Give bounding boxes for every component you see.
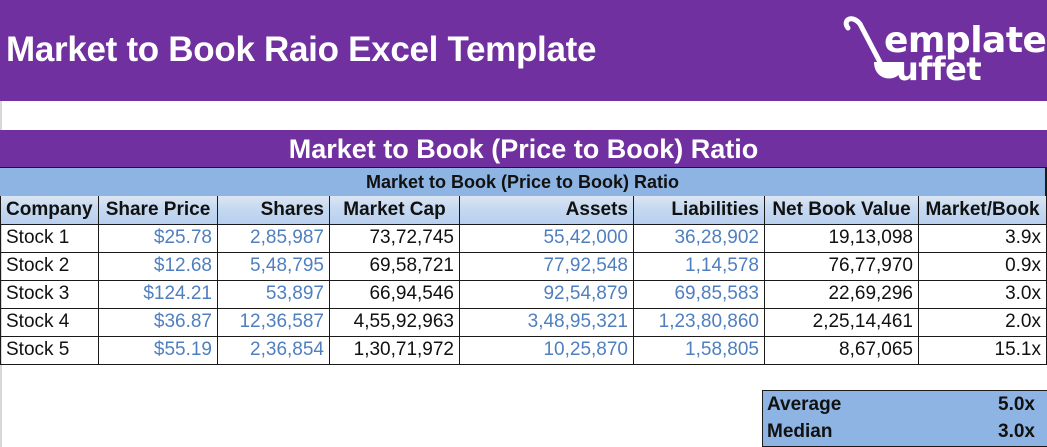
cell-share-price[interactable]: $25.78 [98, 223, 218, 253]
cell-assets[interactable]: 3,48,95,321 [459, 307, 634, 337]
col-header-liabilities[interactable]: Liabilities [633, 196, 765, 225]
cell-market-cap[interactable]: 73,72,745 [329, 223, 460, 253]
cell-shares[interactable]: 2,36,854 [217, 335, 330, 365]
average-label: Average [767, 393, 842, 415]
average-row: Average 5.0x [763, 391, 1047, 418]
cell-share-price[interactable]: $36.87 [98, 307, 218, 337]
table-row: Stock 5 $55.19 2,36,854 1,30,71,972 10,2… [0, 335, 1047, 365]
col-header-market-cap[interactable]: Market Cap [329, 196, 460, 225]
cell-market-cap[interactable]: 1,30,71,972 [329, 335, 460, 365]
cell-assets[interactable]: 92,54,879 [459, 279, 634, 309]
cell-net-book-value[interactable]: 22,69,296 [764, 279, 919, 309]
cell-net-book-value[interactable]: 8,67,065 [764, 335, 919, 365]
col-header-company[interactable]: Company [0, 196, 99, 225]
ladle-icon [843, 16, 904, 79]
logo-text-top: emplate [884, 20, 1047, 61]
cell-shares[interactable]: 2,85,987 [217, 223, 330, 253]
col-header-share-price[interactable]: Share Price [98, 196, 218, 225]
cell-market-book[interactable]: 2.0x [918, 307, 1047, 337]
cell-net-book-value[interactable]: 2,25,14,461 [764, 307, 919, 337]
table-row: Stock 2 $12.68 5,48,795 69,58,721 77,92,… [0, 251, 1047, 281]
table-row: Stock 3 $124.21 53,897 66,94,546 92,54,8… [0, 279, 1047, 309]
cell-assets[interactable]: 55,42,000 [459, 223, 634, 253]
cell-share-price[interactable]: $55.19 [98, 335, 218, 365]
cell-company[interactable]: Stock 1 [0, 223, 99, 253]
cell-liabilities[interactable]: 1,14,578 [633, 251, 765, 281]
cell-liabilities[interactable]: 1,23,80,860 [633, 307, 765, 337]
cell-share-price[interactable]: $124.21 [98, 279, 218, 309]
col-header-assets[interactable]: Assets [459, 196, 634, 225]
cell-market-cap[interactable]: 69,58,721 [329, 251, 460, 281]
cell-market-book[interactable]: 3.0x [918, 279, 1047, 309]
cell-liabilities[interactable]: 69,85,583 [633, 279, 765, 309]
cell-share-price[interactable]: $12.68 [98, 251, 218, 281]
median-value[interactable]: 3.0x [998, 420, 1035, 442]
cell-shares[interactable]: 5,48,795 [217, 251, 330, 281]
col-header-shares[interactable]: Shares [217, 196, 330, 225]
title-banner: Market to Book Raio Excel Template empla… [0, 0, 1047, 101]
cell-net-book-value[interactable]: 19,13,098 [764, 223, 919, 253]
cell-market-cap[interactable]: 66,94,546 [329, 279, 460, 309]
cell-market-cap[interactable]: 4,55,92,963 [329, 307, 460, 337]
col-header-market-book[interactable]: Market/Book [918, 196, 1047, 225]
table-subtitle: Market to Book (Price to Book) Ratio [0, 168, 1047, 196]
col-header-net-book-value[interactable]: Net Book Value [764, 196, 919, 225]
average-value[interactable]: 5.0x [998, 393, 1035, 415]
cell-market-book[interactable]: 15.1x [918, 335, 1047, 365]
cell-company[interactable]: Stock 4 [0, 307, 99, 337]
table-row: Stock 4 $36.87 12,36,587 4,55,92,963 3,4… [0, 307, 1047, 337]
cell-market-book[interactable]: 0.9x [918, 251, 1047, 281]
cell-company[interactable]: Stock 2 [0, 251, 99, 281]
cell-company[interactable]: Stock 3 [0, 279, 99, 309]
page-title: Market to Book Raio Excel Template [6, 30, 597, 69]
summary-box: Average 5.0x Median 3.0x [762, 390, 1047, 447]
cell-shares[interactable]: 53,897 [217, 279, 330, 309]
cell-assets[interactable]: 10,25,870 [459, 335, 634, 365]
cell-net-book-value[interactable]: 76,77,970 [764, 251, 919, 281]
ratio-table: Company Share Price Shares Market Cap As… [0, 196, 1047, 365]
cell-market-book[interactable]: 3.9x [918, 223, 1047, 253]
column-header-row: Company Share Price Shares Market Cap As… [0, 196, 1047, 225]
cell-liabilities[interactable]: 1,58,805 [633, 335, 765, 365]
cell-company[interactable]: Stock 5 [0, 335, 99, 365]
median-label: Median [767, 420, 833, 442]
section-title: Market to Book (Price to Book) Ratio [0, 130, 1047, 168]
cell-assets[interactable]: 77,92,548 [459, 251, 634, 281]
cell-liabilities[interactable]: 36,28,902 [633, 223, 765, 253]
median-row: Median 3.0x [763, 418, 1047, 445]
template-buffet-logo: emplate uffet [838, 10, 1047, 90]
table-row: Stock 1 $25.78 2,85,987 73,72,745 55,42,… [0, 223, 1047, 253]
logo-text-bottom: uffet [896, 50, 982, 88]
cell-shares[interactable]: 12,36,587 [217, 307, 330, 337]
